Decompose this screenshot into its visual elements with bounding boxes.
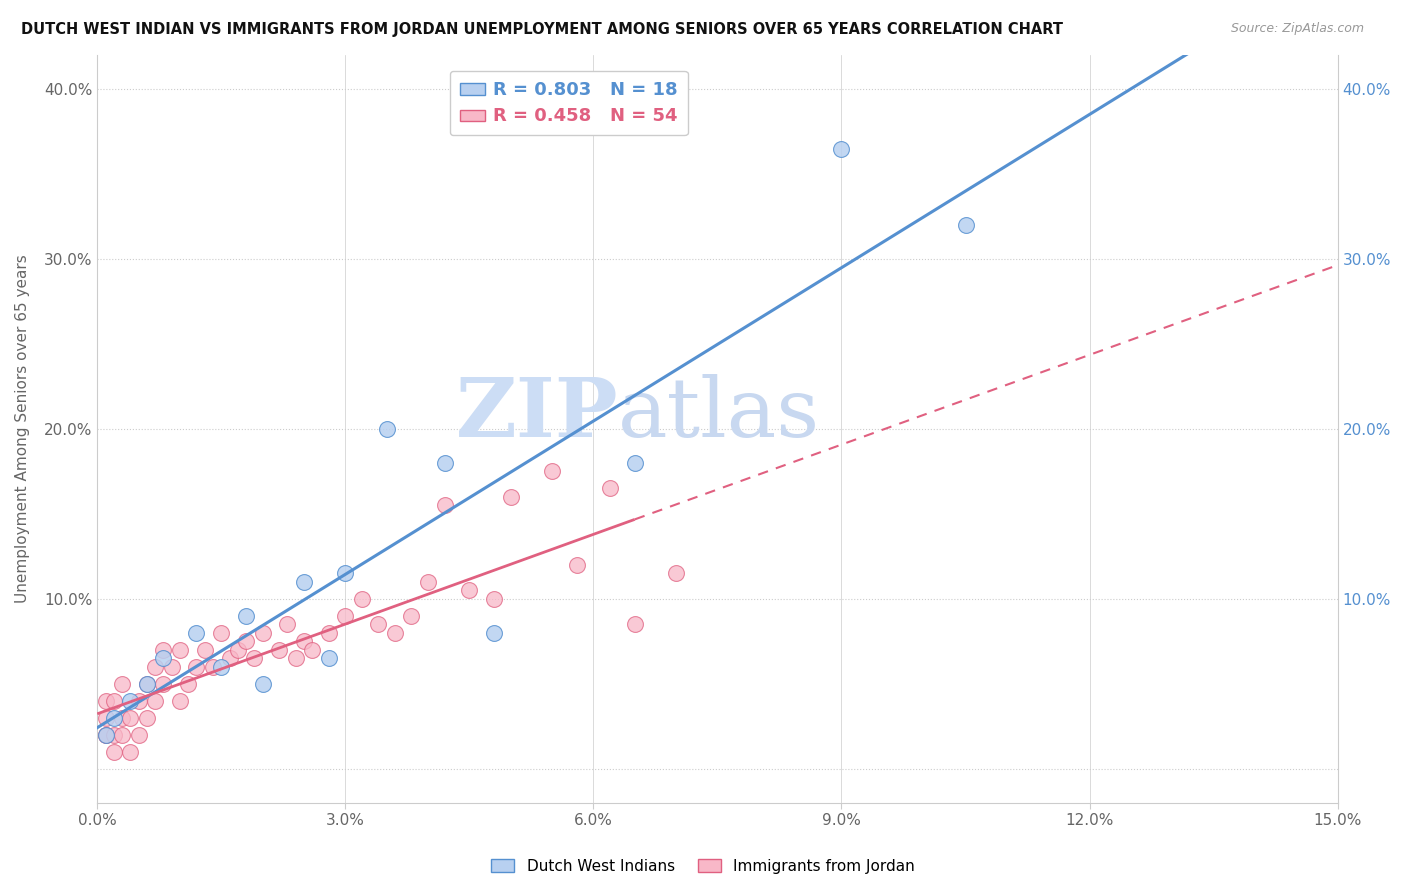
Point: [169, 642, 191, 657]
Point: [499, 490, 522, 504]
Legend: R = 0.803   N = 18, R = 0.458   N = 54: R = 0.803 N = 18, R = 0.458 N = 54: [450, 71, 688, 136]
Point: [160, 659, 183, 673]
Point: [128, 693, 150, 707]
Point: [350, 591, 373, 606]
Point: [94, 728, 117, 742]
Point: [143, 693, 166, 707]
Point: [541, 464, 564, 478]
Point: [218, 651, 240, 665]
Point: [482, 625, 505, 640]
Point: [194, 642, 217, 657]
Point: [292, 574, 315, 589]
Point: [335, 566, 357, 581]
Point: [276, 617, 298, 632]
Point: [209, 625, 232, 640]
Point: [94, 728, 117, 742]
Legend: Dutch West Indians, Immigrants from Jordan: Dutch West Indians, Immigrants from Jord…: [485, 853, 921, 880]
Point: [94, 710, 117, 724]
Point: [128, 728, 150, 742]
Point: [103, 745, 125, 759]
Point: [120, 745, 142, 759]
Point: [416, 574, 439, 589]
Point: [665, 566, 688, 581]
Point: [565, 558, 588, 572]
Point: [252, 625, 274, 640]
Point: [458, 583, 481, 598]
Point: [955, 218, 977, 232]
Point: [103, 728, 125, 742]
Point: [186, 625, 208, 640]
Point: [152, 642, 174, 657]
Point: [301, 642, 323, 657]
Point: [135, 710, 157, 724]
Point: [433, 456, 456, 470]
Point: [120, 693, 142, 707]
Text: atlas: atlas: [619, 374, 820, 454]
Point: [169, 693, 191, 707]
Point: [335, 608, 357, 623]
Point: [269, 642, 291, 657]
Point: [135, 676, 157, 690]
Point: [318, 651, 340, 665]
Point: [143, 659, 166, 673]
Point: [292, 634, 315, 648]
Text: ZIP: ZIP: [456, 374, 619, 454]
Point: [111, 676, 134, 690]
Point: [367, 617, 389, 632]
Point: [135, 676, 157, 690]
Point: [623, 456, 645, 470]
Point: [111, 728, 134, 742]
Point: [177, 676, 200, 690]
Point: [599, 481, 621, 495]
Point: [623, 617, 645, 632]
Point: [830, 142, 852, 156]
Point: [111, 710, 134, 724]
Point: [226, 642, 249, 657]
Text: Source: ZipAtlas.com: Source: ZipAtlas.com: [1230, 22, 1364, 36]
Point: [103, 710, 125, 724]
Point: [318, 625, 340, 640]
Point: [186, 659, 208, 673]
Point: [433, 498, 456, 512]
Point: [243, 651, 266, 665]
Point: [94, 693, 117, 707]
Point: [120, 710, 142, 724]
Point: [152, 676, 174, 690]
Point: [252, 676, 274, 690]
Point: [384, 625, 406, 640]
Point: [482, 591, 505, 606]
Point: [202, 659, 225, 673]
Point: [235, 634, 257, 648]
Point: [375, 422, 398, 436]
Text: DUTCH WEST INDIAN VS IMMIGRANTS FROM JORDAN UNEMPLOYMENT AMONG SENIORS OVER 65 Y: DUTCH WEST INDIAN VS IMMIGRANTS FROM JOR…: [21, 22, 1063, 37]
Point: [284, 651, 307, 665]
Point: [152, 651, 174, 665]
Point: [94, 728, 117, 742]
Point: [209, 659, 232, 673]
Point: [401, 608, 423, 623]
Point: [235, 608, 257, 623]
Point: [103, 693, 125, 707]
Y-axis label: Unemployment Among Seniors over 65 years: Unemployment Among Seniors over 65 years: [15, 254, 30, 603]
